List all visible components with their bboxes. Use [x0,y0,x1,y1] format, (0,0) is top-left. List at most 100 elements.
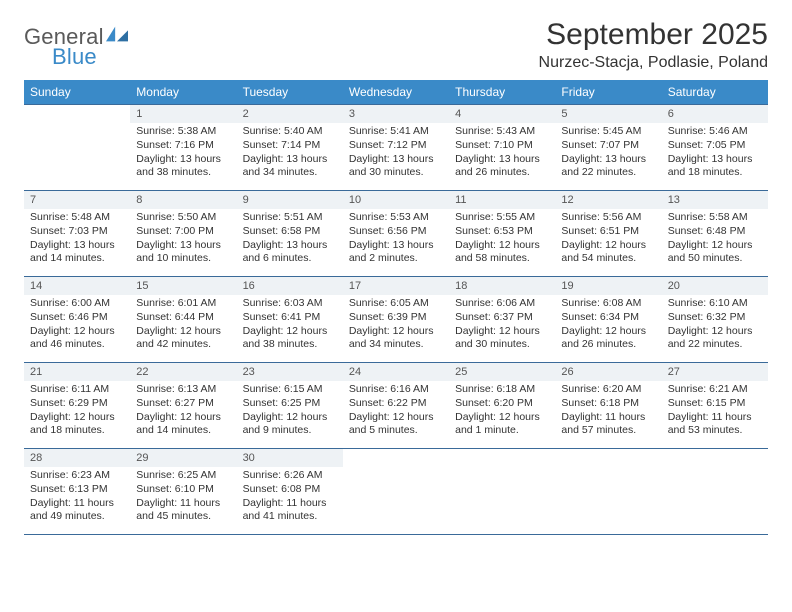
day-details: Sunrise: 6:25 AMSunset: 6:10 PMDaylight:… [130,467,236,528]
sunrise-line: Sunrise: 6:21 AM [668,383,762,397]
sunrise-line: Sunrise: 6:05 AM [349,297,443,311]
calendar-page: General Blue September 2025 Nurzec-Stacj… [0,0,792,612]
day-number: 4 [449,105,555,123]
sunset-line: Sunset: 6:48 PM [668,225,762,239]
sunrise-line: Sunrise: 5:38 AM [136,125,230,139]
calendar-week-row: 14Sunrise: 6:00 AMSunset: 6:46 PMDayligh… [24,277,768,363]
sunset-line: Sunset: 7:05 PM [668,139,762,153]
weekday-header: Tuesday [237,80,343,105]
calendar-day-cell: 6Sunrise: 5:46 AMSunset: 7:05 PMDaylight… [662,105,768,191]
sunrise-line: Sunrise: 6:00 AM [30,297,124,311]
day-number: 19 [555,277,661,295]
calendar-day-cell [24,105,130,191]
sunset-line: Sunset: 6:13 PM [30,483,124,497]
sunset-line: Sunset: 6:20 PM [455,397,549,411]
daylight-line: Daylight: 12 hours and 1 minute. [455,411,549,438]
day-details: Sunrise: 6:11 AMSunset: 6:29 PMDaylight:… [24,381,130,442]
sunset-line: Sunset: 7:03 PM [30,225,124,239]
day-number: 22 [130,363,236,381]
sunset-line: Sunset: 7:12 PM [349,139,443,153]
day-number: 12 [555,191,661,209]
calendar-day-cell: 30Sunrise: 6:26 AMSunset: 6:08 PMDayligh… [237,449,343,535]
calendar-day-cell: 1Sunrise: 5:38 AMSunset: 7:16 PMDaylight… [130,105,236,191]
sunrise-line: Sunrise: 5:55 AM [455,211,549,225]
day-number: 5 [555,105,661,123]
sunset-line: Sunset: 6:15 PM [668,397,762,411]
sunrise-line: Sunrise: 6:13 AM [136,383,230,397]
month-title: September 2025 [539,18,768,52]
day-details: Sunrise: 6:23 AMSunset: 6:13 PMDaylight:… [24,467,130,528]
day-number: 27 [662,363,768,381]
sunset-line: Sunset: 6:25 PM [243,397,337,411]
sunset-line: Sunset: 6:22 PM [349,397,443,411]
daylight-line: Daylight: 13 hours and 26 minutes. [455,153,549,180]
daylight-line: Daylight: 13 hours and 38 minutes. [136,153,230,180]
sunrise-line: Sunrise: 6:03 AM [243,297,337,311]
day-details: Sunrise: 5:58 AMSunset: 6:48 PMDaylight:… [662,209,768,270]
calendar-day-cell [343,449,449,535]
daylight-line: Daylight: 13 hours and 18 minutes. [668,153,762,180]
calendar-day-cell: 4Sunrise: 5:43 AMSunset: 7:10 PMDaylight… [449,105,555,191]
sunrise-line: Sunrise: 5:51 AM [243,211,337,225]
day-details: Sunrise: 5:46 AMSunset: 7:05 PMDaylight:… [662,123,768,184]
calendar-day-cell: 18Sunrise: 6:06 AMSunset: 6:37 PMDayligh… [449,277,555,363]
calendar-day-cell [662,449,768,535]
sunrise-line: Sunrise: 5:46 AM [668,125,762,139]
sunset-line: Sunset: 7:10 PM [455,139,549,153]
daylight-line: Daylight: 12 hours and 46 minutes. [30,325,124,352]
day-details: Sunrise: 6:06 AMSunset: 6:37 PMDaylight:… [449,295,555,356]
weekday-header: Thursday [449,80,555,105]
sunrise-line: Sunrise: 5:58 AM [668,211,762,225]
day-number: 3 [343,105,449,123]
day-details: Sunrise: 6:16 AMSunset: 6:22 PMDaylight:… [343,381,449,442]
daylight-line: Daylight: 12 hours and 42 minutes. [136,325,230,352]
daylight-line: Daylight: 11 hours and 45 minutes. [136,497,230,524]
day-number: 21 [24,363,130,381]
sunset-line: Sunset: 6:18 PM [561,397,655,411]
day-details: Sunrise: 5:43 AMSunset: 7:10 PMDaylight:… [449,123,555,184]
calendar-day-cell: 11Sunrise: 5:55 AMSunset: 6:53 PMDayligh… [449,191,555,277]
sunset-line: Sunset: 6:08 PM [243,483,337,497]
daylight-line: Daylight: 11 hours and 41 minutes. [243,497,337,524]
calendar-day-cell: 21Sunrise: 6:11 AMSunset: 6:29 PMDayligh… [24,363,130,449]
day-details: Sunrise: 5:56 AMSunset: 6:51 PMDaylight:… [555,209,661,270]
sunrise-line: Sunrise: 5:48 AM [30,211,124,225]
calendar-day-cell: 5Sunrise: 5:45 AMSunset: 7:07 PMDaylight… [555,105,661,191]
sunrise-line: Sunrise: 6:15 AM [243,383,337,397]
sunrise-line: Sunrise: 5:56 AM [561,211,655,225]
daylight-line: Daylight: 12 hours and 30 minutes. [455,325,549,352]
sunrise-line: Sunrise: 6:11 AM [30,383,124,397]
brand-logo: General Blue [24,18,128,70]
sunrise-line: Sunrise: 6:08 AM [561,297,655,311]
weekday-header-row: SundayMondayTuesdayWednesdayThursdayFrid… [24,80,768,105]
weekday-header: Saturday [662,80,768,105]
sunset-line: Sunset: 6:37 PM [455,311,549,325]
calendar-day-cell: 3Sunrise: 5:41 AMSunset: 7:12 PMDaylight… [343,105,449,191]
day-details: Sunrise: 5:51 AMSunset: 6:58 PMDaylight:… [237,209,343,270]
calendar-day-cell: 2Sunrise: 5:40 AMSunset: 7:14 PMDaylight… [237,105,343,191]
calendar-table: SundayMondayTuesdayWednesdayThursdayFrid… [24,80,768,535]
calendar-day-cell [555,449,661,535]
daylight-line: Daylight: 12 hours and 38 minutes. [243,325,337,352]
calendar-day-cell: 17Sunrise: 6:05 AMSunset: 6:39 PMDayligh… [343,277,449,363]
day-details: Sunrise: 6:05 AMSunset: 6:39 PMDaylight:… [343,295,449,356]
sunset-line: Sunset: 6:27 PM [136,397,230,411]
calendar-day-cell: 24Sunrise: 6:16 AMSunset: 6:22 PMDayligh… [343,363,449,449]
title-block: September 2025 Nurzec-Stacja, Podlasie, … [539,18,768,72]
day-number: 16 [237,277,343,295]
calendar-day-cell: 10Sunrise: 5:53 AMSunset: 6:56 PMDayligh… [343,191,449,277]
calendar-week-row: 21Sunrise: 6:11 AMSunset: 6:29 PMDayligh… [24,363,768,449]
day-details: Sunrise: 5:50 AMSunset: 7:00 PMDaylight:… [130,209,236,270]
calendar-day-cell: 28Sunrise: 6:23 AMSunset: 6:13 PMDayligh… [24,449,130,535]
sunset-line: Sunset: 6:32 PM [668,311,762,325]
daylight-line: Daylight: 13 hours and 34 minutes. [243,153,337,180]
daylight-line: Daylight: 12 hours and 5 minutes. [349,411,443,438]
day-number: 13 [662,191,768,209]
sunrise-line: Sunrise: 5:40 AM [243,125,337,139]
calendar-day-cell: 7Sunrise: 5:48 AMSunset: 7:03 PMDaylight… [24,191,130,277]
weekday-header: Sunday [24,80,130,105]
calendar-day-cell: 12Sunrise: 5:56 AMSunset: 6:51 PMDayligh… [555,191,661,277]
daylight-line: Daylight: 12 hours and 22 minutes. [668,325,762,352]
daylight-line: Daylight: 12 hours and 26 minutes. [561,325,655,352]
calendar-week-row: 28Sunrise: 6:23 AMSunset: 6:13 PMDayligh… [24,449,768,535]
